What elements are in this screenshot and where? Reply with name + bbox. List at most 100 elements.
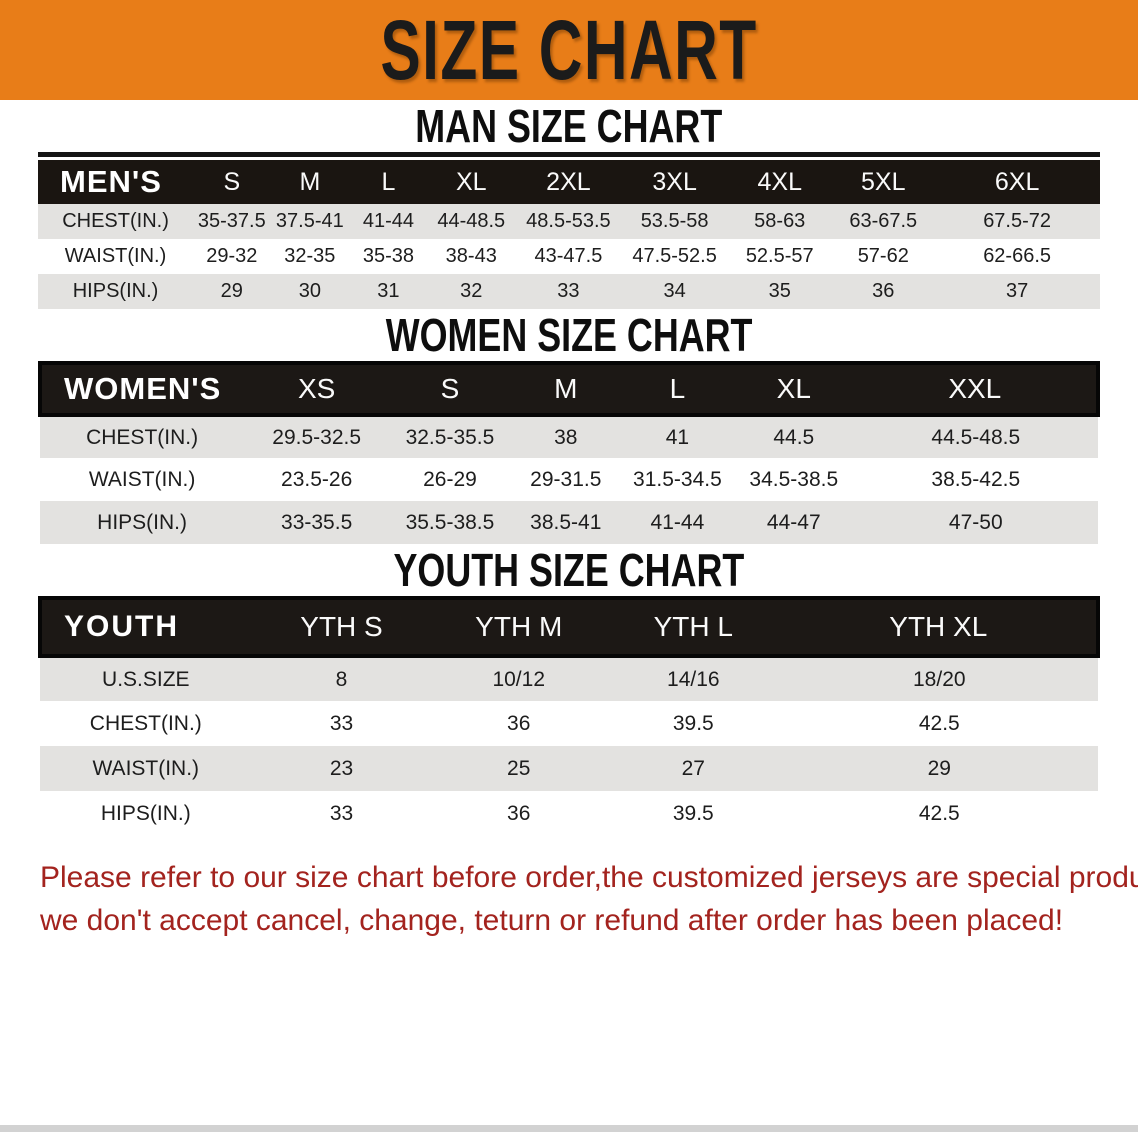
size-value: 25 (431, 746, 607, 791)
size-value: 63-67.5 (832, 204, 935, 239)
women-table-corner-label: WOMEN'S (37, 361, 245, 417)
size-value: 29 (780, 746, 1098, 791)
row-label: HIPS(IN.) (38, 274, 194, 309)
row-label: WAIST(IN.) (38, 239, 194, 274)
size-value: 33 (514, 274, 623, 309)
col-header: M (510, 361, 621, 417)
row-label: U.S.SIZE (40, 656, 252, 701)
youth-header-row: YOUTH YTH S YTH M YTH L YTH XL (38, 596, 1101, 658)
size-value: 31.5-34.5 (620, 458, 735, 501)
size-value: 39.5 (606, 701, 781, 746)
size-value: 53.5-58 (622, 204, 728, 239)
men-header-row: MEN'S S M L XL 2XL 3XL 4XL 5XL 6XL (38, 160, 1100, 204)
size-value: 36 (832, 274, 935, 309)
size-value: 35-37.5 (193, 204, 271, 239)
size-value: 38 (510, 415, 621, 458)
col-header: XL (734, 361, 854, 417)
youth-waist-row: WAIST(IN.) 23 25 27 29 (40, 746, 1098, 791)
size-value: 10/12 (431, 656, 607, 701)
col-header: XS (244, 361, 390, 417)
row-label: WAIST(IN.) (40, 746, 252, 791)
men-section-heading: MAN SIZE CHART (415, 100, 723, 152)
order-policy-line-2: we don't accept cancel, change, teturn o… (40, 904, 1064, 937)
women-size-table: WOMEN'S XS S M L XL XXL CHEST(IN.) 29.5-… (37, 361, 1101, 544)
size-value: 32.5-35.5 (389, 415, 511, 458)
col-header: 5XL (832, 160, 935, 204)
col-header: YTH M (431, 596, 607, 658)
size-value: 67.5-72 (934, 204, 1100, 239)
size-value: 44.5-48.5 (853, 415, 1098, 458)
size-value: 33-35.5 (244, 501, 390, 544)
size-value: 35.5-38.5 (389, 501, 511, 544)
size-value: 29-32 (193, 239, 271, 274)
col-header: M (270, 160, 350, 204)
size-value: 38-43 (427, 239, 515, 274)
size-value: 34.5-38.5 (734, 458, 854, 501)
youth-chest-row: CHEST(IN.) 33 36 39.5 42.5 (40, 701, 1098, 746)
size-value: 33 (251, 791, 432, 836)
col-header: L (349, 160, 428, 204)
men-hips-row: HIPS(IN.) 29 30 31 32 33 34 35 36 37 (38, 274, 1100, 309)
size-value: 41-44 (349, 204, 428, 239)
women-section-heading: WOMEN SIZE CHART (385, 309, 753, 361)
men-table-corner-label: MEN'S (38, 160, 194, 204)
size-value: 47-50 (853, 501, 1098, 544)
col-header: YTH S (251, 596, 432, 658)
size-value: 62-66.5 (934, 239, 1100, 274)
size-value: 14/16 (606, 656, 781, 701)
size-value: 33 (251, 701, 432, 746)
size-value: 52.5-57 (727, 239, 833, 274)
size-value: 37 (934, 274, 1100, 309)
youth-size-table: YOUTH YTH S YTH M YTH L YTH XL U.S.SIZE … (38, 596, 1101, 836)
row-label: WAIST(IN.) (40, 458, 245, 501)
men-table-topline (38, 152, 1100, 157)
men-chest-row: CHEST(IN.) 35-37.5 37.5-41 41-44 44-48.5… (38, 204, 1100, 239)
row-label: HIPS(IN.) (40, 791, 252, 836)
size-chart-banner: SIZE CHART (0, 0, 1138, 100)
size-value: 41-44 (620, 501, 735, 544)
youth-hips-row: HIPS(IN.) 33 36 39.5 42.5 (40, 791, 1098, 836)
size-value: 29 (193, 274, 271, 309)
youth-section-heading: YOUTH SIZE CHART (393, 544, 745, 596)
size-value: 57-62 (832, 239, 935, 274)
women-chest-row: CHEST(IN.) 29.5-32.5 32.5-35.5 38 41 44.… (40, 415, 1098, 458)
size-value: 44.5 (734, 415, 854, 458)
size-value: 35-38 (349, 239, 428, 274)
women-header-row: WOMEN'S XS S M L XL XXL (37, 361, 1101, 417)
row-label: CHEST(IN.) (40, 701, 252, 746)
row-label: CHEST(IN.) (40, 415, 245, 458)
size-value: 42.5 (780, 701, 1098, 746)
men-waist-row: WAIST(IN.) 29-32 32-35 35-38 38-43 43-47… (38, 239, 1100, 274)
order-policy-note: Please refer to our size chart before or… (40, 856, 1138, 942)
col-header: S (193, 160, 271, 204)
size-value: 43-47.5 (514, 239, 623, 274)
men-size-table: MEN'S S M L XL 2XL 3XL 4XL 5XL 6XL CHEST… (38, 160, 1100, 309)
youth-ussize-row: U.S.SIZE 8 10/12 14/16 18/20 (40, 656, 1098, 701)
col-header: XL (427, 160, 515, 204)
size-value: 44-48.5 (427, 204, 515, 239)
col-header: 4XL (727, 160, 833, 204)
size-value: 29-31.5 (510, 458, 621, 501)
size-value: 48.5-53.5 (514, 204, 623, 239)
size-value: 39.5 (606, 791, 781, 836)
size-value: 36 (431, 791, 607, 836)
col-header: 6XL (934, 160, 1100, 204)
size-value: 37.5-41 (270, 204, 350, 239)
size-value: 36 (431, 701, 607, 746)
col-header: 3XL (622, 160, 728, 204)
size-value: 47.5-52.5 (622, 239, 728, 274)
women-waist-row: WAIST(IN.) 23.5-26 26-29 29-31.5 31.5-34… (40, 458, 1098, 501)
bottom-edge-bar (0, 1125, 1138, 1132)
size-value: 30 (270, 274, 350, 309)
size-value: 29.5-32.5 (244, 415, 390, 458)
size-value: 44-47 (734, 501, 854, 544)
col-header: L (620, 361, 735, 417)
row-label: HIPS(IN.) (40, 501, 245, 544)
row-label: CHEST(IN.) (38, 204, 194, 239)
youth-table-corner-label: YOUTH (38, 596, 252, 658)
col-header: XXL (853, 361, 1101, 417)
col-header: YTH L (606, 596, 781, 658)
col-header: YTH XL (780, 596, 1101, 658)
size-value: 26-29 (389, 458, 511, 501)
size-value: 34 (622, 274, 728, 309)
